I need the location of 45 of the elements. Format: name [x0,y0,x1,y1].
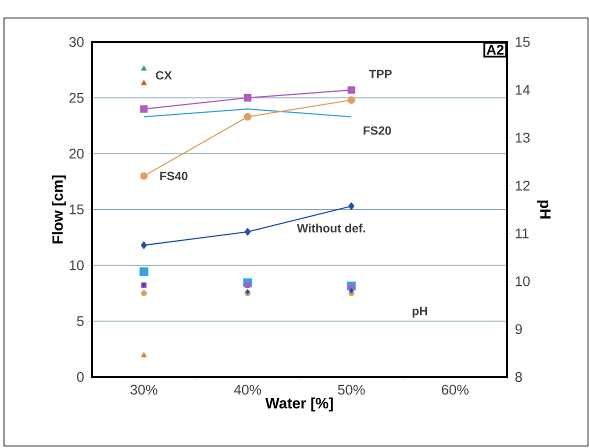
y2-tick-label: 8 [515,372,522,382]
point [140,65,147,71]
y-tick-label: 30 [69,37,84,47]
point [244,94,252,102]
point [349,288,354,294]
y-tick-label: 5 [77,316,84,326]
point [140,105,148,113]
x-tick-label: 50% [338,384,365,395]
y2-tick-label: 14 [516,85,530,95]
y-tick-label: 15 [70,204,84,214]
point [140,352,147,358]
x-axis-title: Water [%] [265,397,333,412]
y2-tick-label: 13 [516,132,530,143]
point [139,267,148,276]
y-tick-label: 10 [70,260,84,270]
point [244,113,252,121]
x-tick-label: 40% [234,384,262,395]
point [348,202,354,210]
series-label: TPP [369,70,392,78]
y-tick-label: 0 [77,372,84,382]
point [140,241,147,250]
series-label: FS20 [364,126,391,135]
series-label: FS40 [160,172,188,180]
series-label: Without def. [296,224,366,232]
y-tick-label: 25 [69,92,84,103]
y-axis-title: Flow [cm] [52,175,66,244]
y2-tick-label: 9 [515,324,522,334]
point [140,290,147,296]
y-tick-label: 20 [69,148,84,159]
point [244,228,251,236]
x-tick-label: 30% [130,384,158,395]
y2-tick-label: 12 [516,180,530,190]
annotation: pH [412,306,428,318]
x-tick-label: 60% [442,384,469,395]
y2-tick-label: 11 [516,228,529,238]
point [348,96,356,104]
y2-tick-label: 10 [516,276,530,286]
point [348,86,356,94]
series-label: CX [156,71,172,80]
y2-tick-label: 15 [516,37,530,47]
point [140,172,148,180]
point [244,282,250,288]
annotation: A2 [486,44,504,55]
point [140,80,147,86]
y2-axis-title: pH [537,200,551,218]
